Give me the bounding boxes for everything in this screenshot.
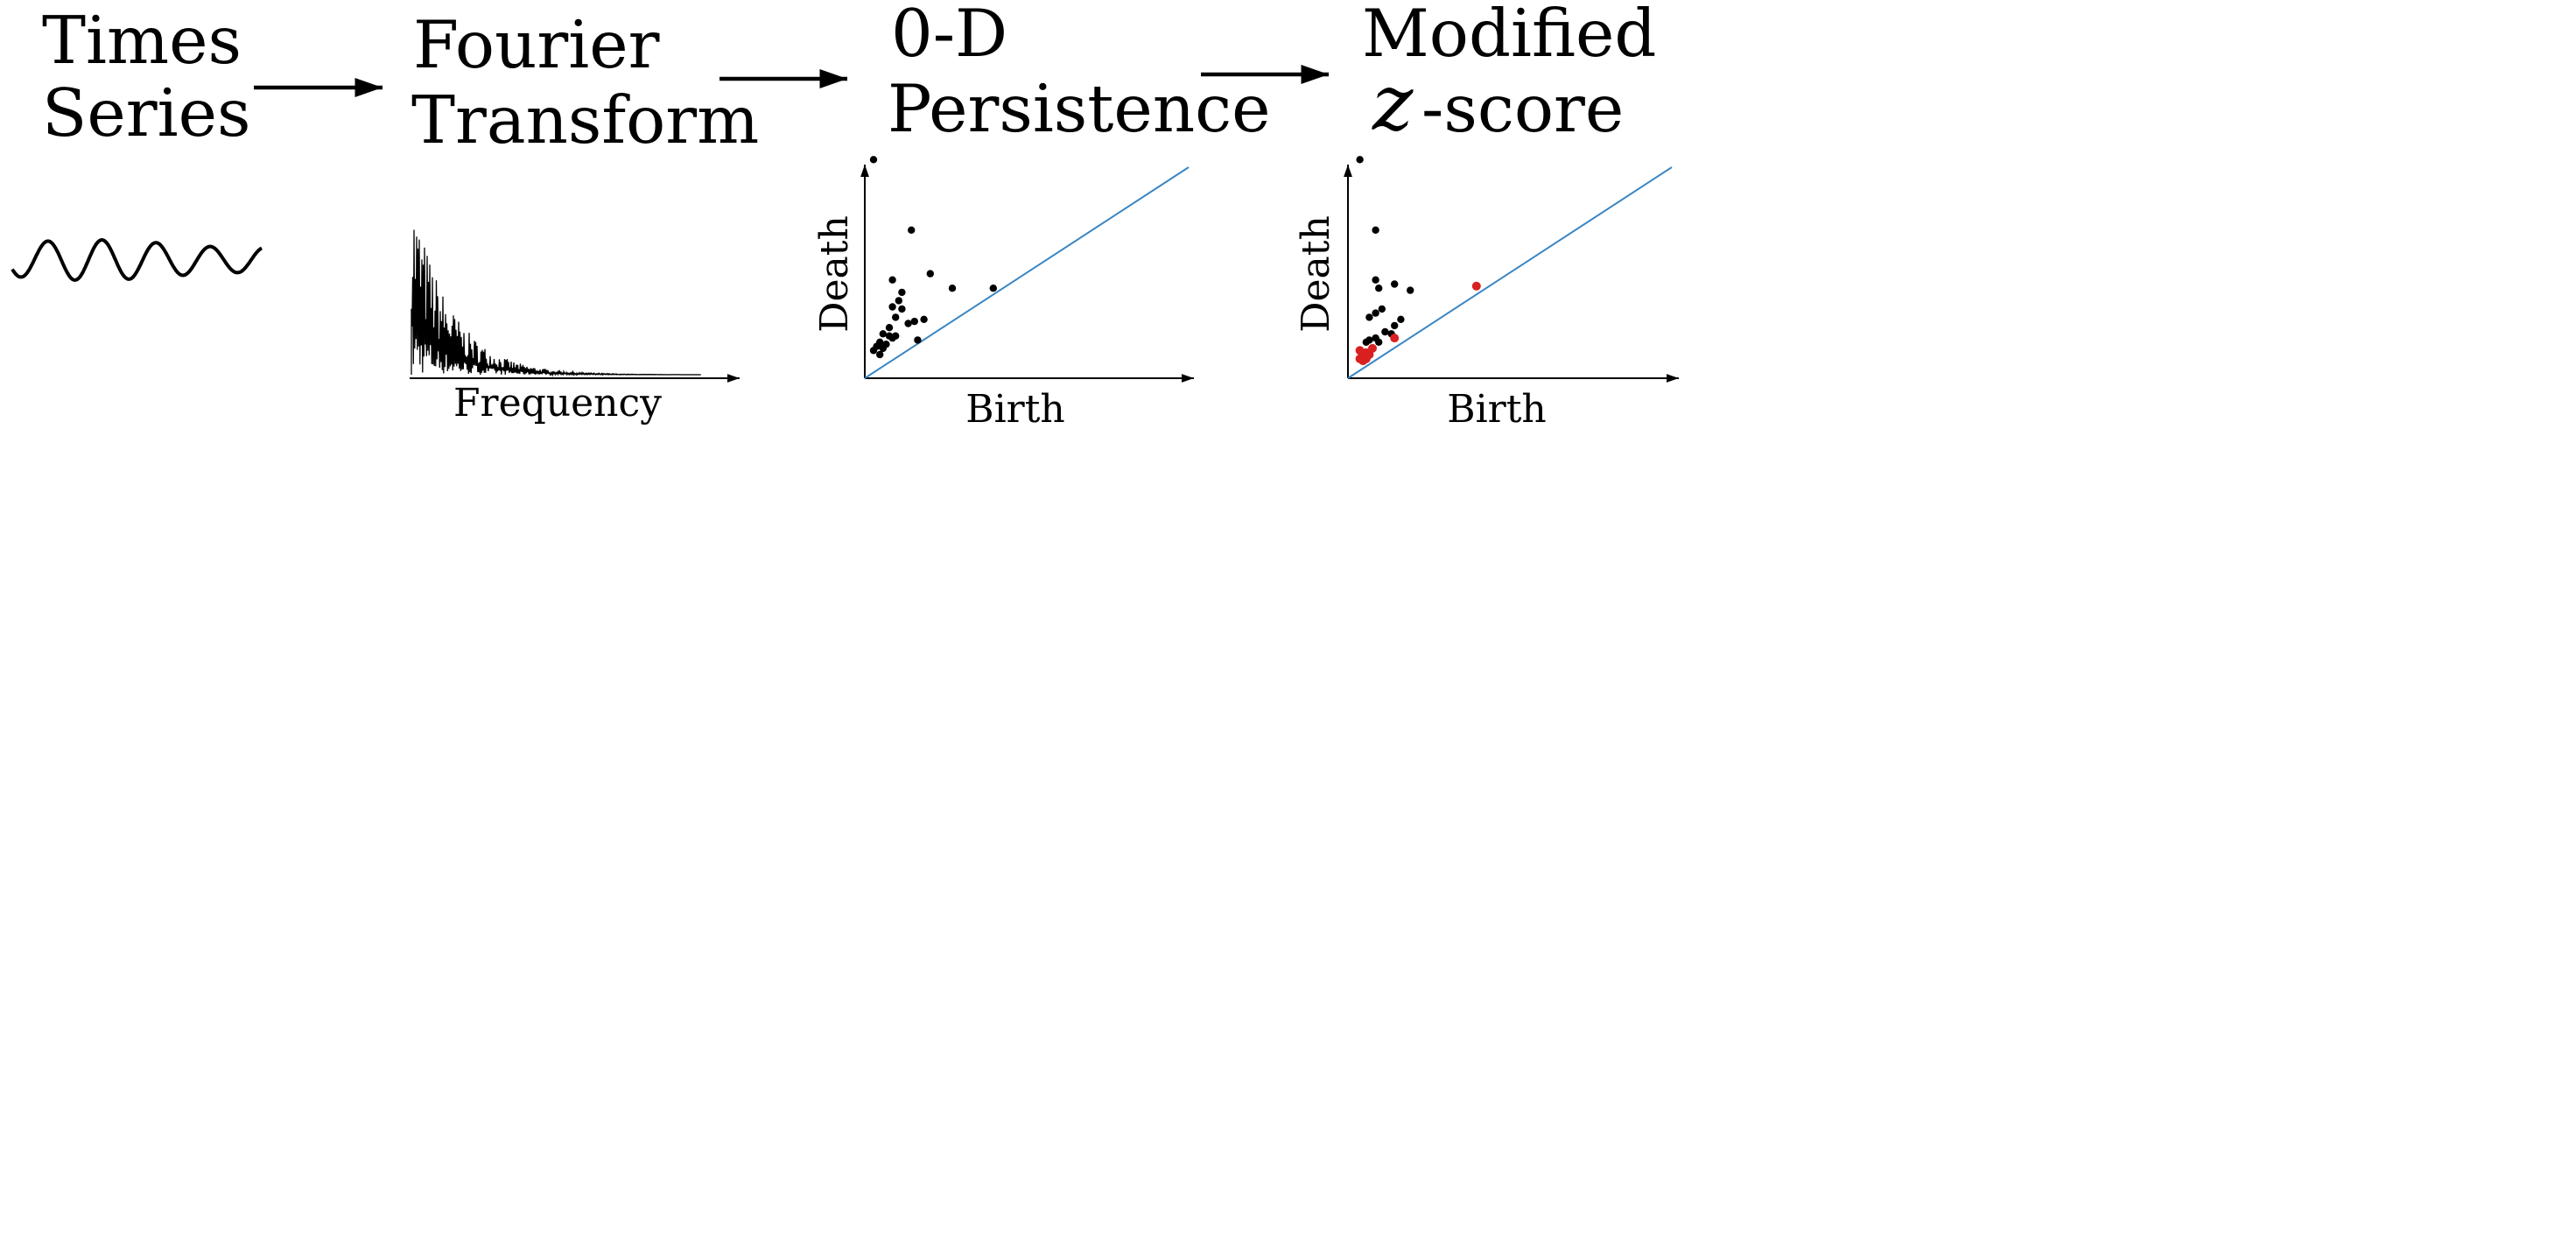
zscore-point xyxy=(1397,315,1405,323)
zscore-point xyxy=(1375,338,1383,346)
zscore-point xyxy=(1381,327,1389,336)
stage-title-line2: Series xyxy=(42,74,250,151)
stage-title-line1: Times xyxy=(42,2,242,79)
persistence-diagonal xyxy=(864,166,1190,379)
persistence-point xyxy=(904,320,912,327)
persistence-point xyxy=(948,285,957,292)
persistence-point xyxy=(885,324,894,332)
persistence-x-label: Birth xyxy=(965,387,1064,432)
persistence-points xyxy=(869,156,998,359)
stage-persistence-title: 0-D Persistence xyxy=(888,0,1271,147)
zscore-points xyxy=(1355,156,1481,366)
stage-title-line1: Modified xyxy=(1362,0,1656,72)
persistence-point xyxy=(882,341,890,348)
zscore-point xyxy=(1378,305,1386,313)
persistence-point xyxy=(989,285,998,292)
persistence-point xyxy=(895,297,902,305)
zscore-point xyxy=(1372,276,1379,284)
zscore-highlight-point xyxy=(1355,346,1365,355)
z-variable: z xyxy=(1372,58,1414,148)
zscore-diagonal xyxy=(1347,166,1673,379)
zscore-y-label: Death xyxy=(1294,215,1338,333)
zscore-point xyxy=(1372,226,1379,234)
persistence-point xyxy=(914,336,922,344)
zscore-point xyxy=(1391,321,1399,330)
zscore-x-label: Birth xyxy=(1447,387,1546,432)
zscore-highlight-point xyxy=(1361,354,1371,363)
fourier-spectrum xyxy=(411,229,701,377)
zscore-point xyxy=(1372,309,1379,317)
persistence-point xyxy=(898,288,906,297)
persistence-point xyxy=(876,350,884,359)
persistence-point xyxy=(869,156,878,164)
stage-zscore-title: Modified z -score xyxy=(1362,0,1656,148)
zscore-point xyxy=(1391,280,1399,288)
zscore-point xyxy=(1365,313,1373,321)
fourier-x-label: Frequency xyxy=(453,381,662,426)
stage-time-series-title: Times Series xyxy=(42,2,250,151)
persistence-point xyxy=(910,317,919,326)
stage-title-line1: Fourier xyxy=(413,6,660,83)
persistence-point xyxy=(888,303,896,311)
persistence-point xyxy=(876,338,884,346)
persistence-diagram: Birth Death xyxy=(812,156,1194,432)
persistence-point xyxy=(898,305,906,313)
zscore-point xyxy=(1375,285,1383,292)
persistence-point xyxy=(926,270,935,278)
zscore-highlight-point xyxy=(1368,343,1377,353)
fourier-panel: Frequency xyxy=(410,229,740,426)
zscore-highlight-point xyxy=(1390,334,1400,343)
stage-title-line2: Persistence xyxy=(888,70,1271,147)
stage-title-line1: 0-D xyxy=(891,0,1007,72)
stage-title-line2: -score xyxy=(1421,70,1624,147)
stage-fourier-title: Fourier Transform xyxy=(411,6,759,158)
stage-title-line2: Transform xyxy=(411,81,759,158)
persistence-point xyxy=(892,313,900,321)
persistence-point xyxy=(879,330,887,338)
persistence-point xyxy=(920,315,928,323)
persistence-point xyxy=(888,276,896,284)
persistence-point xyxy=(892,332,900,340)
zscore-point xyxy=(1407,286,1414,294)
zscore-point xyxy=(1356,156,1364,164)
zscore-point xyxy=(1362,338,1371,346)
persistence-point xyxy=(908,226,916,234)
zscore-diagram: Birth Death xyxy=(1294,156,1679,432)
persistence-y-label: Death xyxy=(812,215,857,333)
zscore-highlight-point xyxy=(1471,281,1481,291)
time-series-wave xyxy=(11,238,263,282)
